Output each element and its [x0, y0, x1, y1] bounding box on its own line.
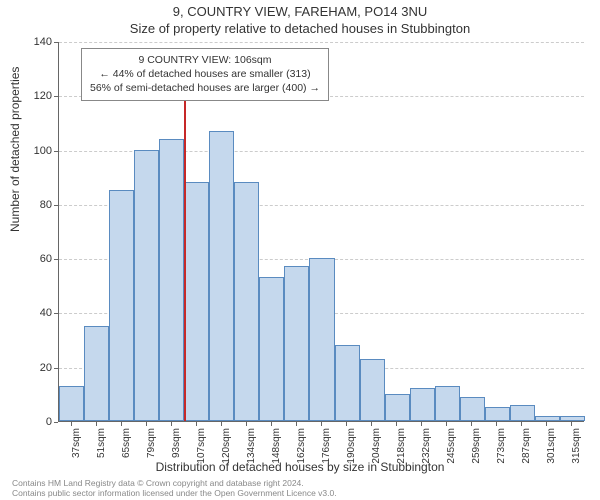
y-tick-label: 0 — [24, 416, 52, 428]
x-tick-mark — [521, 422, 522, 426]
x-axis-label: Distribution of detached houses by size … — [0, 460, 600, 474]
histogram-bar — [510, 405, 535, 421]
histogram-bar — [134, 150, 159, 421]
info-box-line2: ← 44% of detached houses are smaller (31… — [90, 67, 320, 81]
y-tick-label: 120 — [24, 90, 52, 102]
histogram-bar — [410, 388, 435, 421]
x-tick-mark — [196, 422, 197, 426]
histogram-bar — [159, 139, 184, 421]
histogram-bar — [335, 345, 360, 421]
info-box-line1: 9 COUNTRY VIEW: 106sqm — [90, 53, 320, 67]
histogram-bar — [184, 182, 209, 421]
x-tick-mark — [571, 422, 572, 426]
histogram-bar — [485, 407, 510, 421]
chart-title-line2: Size of property relative to detached ho… — [0, 21, 600, 36]
x-tick-mark — [246, 422, 247, 426]
histogram-bar — [259, 277, 284, 421]
chart-title-line1: 9, COUNTRY VIEW, FAREHAM, PO14 3NU — [0, 4, 600, 19]
histogram-bar — [560, 416, 585, 421]
y-tick-label: 20 — [24, 362, 52, 374]
y-tick-label: 80 — [24, 199, 52, 211]
x-tick-mark — [121, 422, 122, 426]
histogram-bar — [535, 416, 560, 421]
x-tick-mark — [221, 422, 222, 426]
histogram-bar — [234, 182, 259, 421]
y-axis-label: Number of detached properties — [8, 67, 22, 232]
histogram-bar — [385, 394, 410, 421]
y-tick-mark — [54, 422, 58, 423]
x-tick-mark — [321, 422, 322, 426]
x-tick-mark — [171, 422, 172, 426]
y-tick-label: 40 — [24, 307, 52, 319]
footer-line1: Contains HM Land Registry data © Crown c… — [12, 478, 337, 488]
chart-container: 9, COUNTRY VIEW, FAREHAM, PO14 3NU Size … — [0, 0, 600, 500]
x-tick-mark — [421, 422, 422, 426]
x-tick-mark — [496, 422, 497, 426]
y-tick-label: 60 — [24, 253, 52, 265]
gridline — [59, 42, 584, 43]
x-tick-mark — [346, 422, 347, 426]
histogram-bar — [435, 386, 460, 421]
x-tick-mark — [446, 422, 447, 426]
x-tick-mark — [96, 422, 97, 426]
y-tick-label: 140 — [24, 36, 52, 48]
histogram-bar — [109, 190, 134, 421]
histogram-bar — [360, 359, 385, 421]
footer-attribution: Contains HM Land Registry data © Crown c… — [12, 478, 337, 498]
x-tick-mark — [271, 422, 272, 426]
x-tick-mark — [471, 422, 472, 426]
histogram-bar — [59, 386, 84, 421]
x-tick-mark — [396, 422, 397, 426]
histogram-bar — [84, 326, 109, 421]
x-tick-mark — [546, 422, 547, 426]
x-tick-mark — [296, 422, 297, 426]
histogram-bar — [209, 131, 234, 421]
x-tick-mark — [146, 422, 147, 426]
footer-line2: Contains public sector information licen… — [12, 488, 337, 498]
property-marker-line — [184, 55, 186, 421]
y-tick-label: 100 — [24, 145, 52, 157]
info-box-line3: 56% of semi-detached houses are larger (… — [90, 81, 320, 95]
histogram-bar — [460, 397, 485, 421]
histogram-bar — [309, 258, 334, 421]
x-tick-mark — [371, 422, 372, 426]
histogram-bar — [284, 266, 309, 421]
x-tick-mark — [71, 422, 72, 426]
info-box: 9 COUNTRY VIEW: 106sqm ← 44% of detached… — [81, 48, 329, 101]
plot-area: 9 COUNTRY VIEW: 106sqm ← 44% of detached… — [58, 42, 584, 422]
